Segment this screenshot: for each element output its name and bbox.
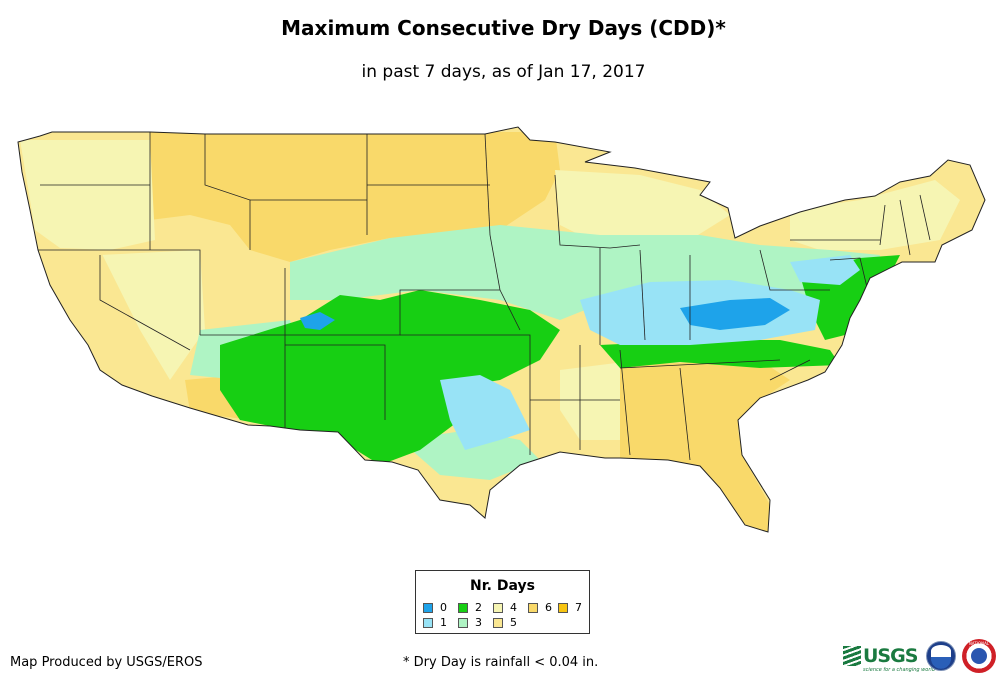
usgs-logo-text: USGS <box>863 645 918 667</box>
legend-swatch-0 <box>423 603 433 613</box>
legend-swatch-5 <box>493 618 503 628</box>
region-4-days-northeast <box>790 180 960 250</box>
legend-label-1: 1 <box>440 616 447 629</box>
noaa-logo: noaa <box>926 641 956 671</box>
legend-label-4: 4 <box>510 601 517 614</box>
legend-label-7: 7 <box>575 601 582 614</box>
region-4-days-great-lakes <box>555 170 730 245</box>
region-1-day-northeast <box>790 255 860 285</box>
legend-swatch-6 <box>528 603 538 613</box>
footnote-text: * Dry Day is rainfall < 0.04 in. <box>403 655 599 670</box>
region-3-days-south-texas <box>400 430 540 480</box>
credit-text: Map Produced by USGS/EROS <box>10 655 203 670</box>
legend-label-5: 5 <box>510 616 517 629</box>
legend-title: Nr. Days <box>470 578 535 594</box>
region-2-days-southwest <box>220 290 560 465</box>
legend-swatch-7 <box>558 603 568 613</box>
legend-label-2: 2 <box>475 601 482 614</box>
legend-label-0: 0 <box>440 601 447 614</box>
region-1-day-texas <box>440 375 530 450</box>
map-subtitle: in past 7 days, as of Jan 17, 2017 <box>361 62 646 82</box>
legend-swatch-4 <box>493 603 503 613</box>
usgs-tagline: science for a changing world <box>863 667 935 673</box>
region-6-days-north <box>150 132 560 262</box>
region-4-days-nevada <box>100 250 205 380</box>
cdd-regions <box>20 132 960 532</box>
usgs-wave-icon <box>843 646 861 666</box>
legend: Nr. Days 0 1 2 3 4 5 6 7 <box>415 570 590 634</box>
region-0-days-colorado <box>300 312 335 330</box>
usgs-logo: USGS science for a changing world <box>843 642 935 673</box>
region-6-days-southeast <box>620 360 790 532</box>
legend-swatch-2 <box>458 603 468 613</box>
region-2-days-mid-south <box>600 340 840 368</box>
noaa-logo-text: noaa <box>934 653 948 659</box>
legend-swatch-3 <box>458 618 468 628</box>
noaa-bird-icon <box>931 645 951 657</box>
nws-logo: NATIONAL WEATHER SERVICE <box>962 639 996 673</box>
state-boundaries <box>30 132 931 461</box>
region-0-days-kentucky <box>680 298 790 330</box>
legend-swatch-1 <box>423 618 433 628</box>
legend-label-3: 3 <box>475 616 482 629</box>
map-title: Maximum Consecutive Dry Days (CDD)* <box>281 16 726 40</box>
region-5-days-california <box>30 250 170 395</box>
region-4-days-west <box>20 140 155 250</box>
legend-label-6: 6 <box>545 601 552 614</box>
nws-emblem-icon <box>971 648 987 664</box>
